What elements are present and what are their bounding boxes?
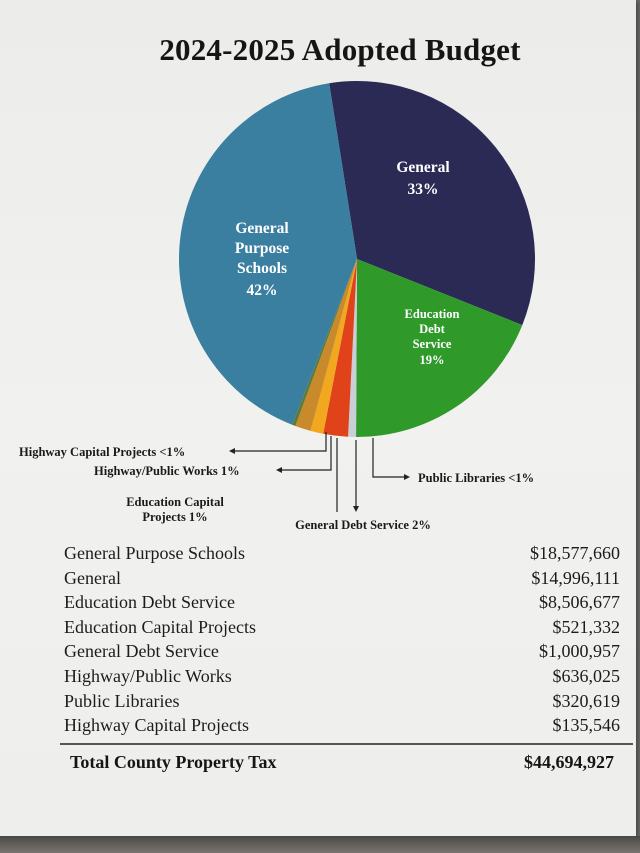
callout-leader-line (372, 438, 404, 478)
callout-leader-line (235, 432, 327, 452)
slice-label-percent: 42% (247, 282, 278, 299)
callout-arrow (276, 467, 282, 473)
callout-label-ecp: Education Capital (126, 495, 224, 509)
row-amount: $14,996,111 (531, 567, 620, 588)
table-row: General Debt Service $1,000,957 (64, 639, 620, 664)
row-name: Education Debt Service (64, 592, 235, 613)
row-name: Public Libraries (64, 690, 180, 711)
table-row: Highway Capital Projects $135,546 (64, 713, 620, 738)
slice-label-name: Debt (419, 322, 446, 336)
row-amount: $8,506,677 (539, 592, 620, 613)
pie-slice-education-capital-projects (310, 259, 357, 434)
budget-table: General Purpose Schools $18,577,660 Gener… (64, 541, 620, 738)
callout-arrow (404, 474, 410, 480)
pie-slice-public-libraries (348, 259, 357, 437)
row-name: General Purpose Schools (64, 543, 245, 563)
row-amount: $135,546 (552, 715, 621, 736)
callout-label-hpw: Highway/Public Works 1% (94, 464, 240, 478)
pie-slice-highway-capital-projects (292, 259, 357, 426)
pie-slice-education-debt-service (356, 259, 523, 438)
table-surface (0, 836, 640, 853)
row-amount: $320,619 (552, 690, 621, 711)
callout-arrow (353, 506, 359, 512)
row-name: General (64, 567, 121, 588)
table-row: Public Libraries $320,619 (64, 689, 620, 714)
slice-label-percent: 33% (408, 181, 439, 198)
callout-arrow (229, 448, 235, 454)
slice-label-name: General (235, 220, 289, 237)
callout-label-ecp: Projects 1% (142, 510, 207, 524)
row-amount: $636,025 (552, 665, 621, 686)
pie-slice-general (329, 81, 535, 326)
callout-label-hcp: Highway Capital Projects <1% (19, 445, 185, 459)
pie-slice-highway-public-works (295, 259, 357, 431)
total-row: Total County Property Tax $44,694,927 (70, 752, 614, 773)
row-name: Highway Capital Projects (64, 715, 249, 736)
row-name: Highway/Public Works (64, 665, 232, 686)
slice-label-percent: 19% (420, 353, 445, 367)
pie-slice-general-debt-service (323, 259, 357, 437)
slice-label-name: Education (405, 307, 460, 321)
table-row: General Purpose Schools $18,577,660 (64, 541, 620, 566)
slice-label-name: Purpose (235, 240, 289, 257)
row-amount: $1,000,957 (539, 641, 620, 662)
slice-label-name: Service (413, 337, 452, 351)
budget-pie-chart: General Purpose Schools 42% General 33% Educat… (19, 81, 535, 532)
table-row: General $14,996,111 (64, 566, 620, 591)
row-name: Education Capital Projects (64, 616, 256, 637)
total-divider (60, 743, 633, 745)
page-title: 2024-2025 Adopted Budget (159, 32, 521, 67)
table-row: Education Capital Projects $521,332 (64, 615, 620, 640)
row-amount: $521,332 (552, 616, 621, 637)
row-name: General Debt Service (64, 641, 219, 662)
callout-label-pl: Public Libraries <1% (418, 471, 534, 485)
slice-label-name: Schools (237, 260, 287, 277)
budget-card: 2024-2025 Adopted Budget General Purpose S… (0, 0, 636, 836)
table-row: Education Debt Service $8,506,677 (64, 590, 620, 615)
callout-label-gds: General Debt Service 2% (295, 518, 431, 532)
slice-label-name: General (396, 159, 450, 176)
total-label: Total County Property Tax (70, 752, 277, 772)
table-row: Highway/Public Works $636,025 (64, 664, 620, 689)
total-amount: $44,694,927 (524, 752, 614, 772)
callout-leader-line (282, 436, 332, 471)
row-amount: $18,577,660 (530, 543, 620, 563)
pie-slice-general-purpose-schools (178, 83, 357, 425)
